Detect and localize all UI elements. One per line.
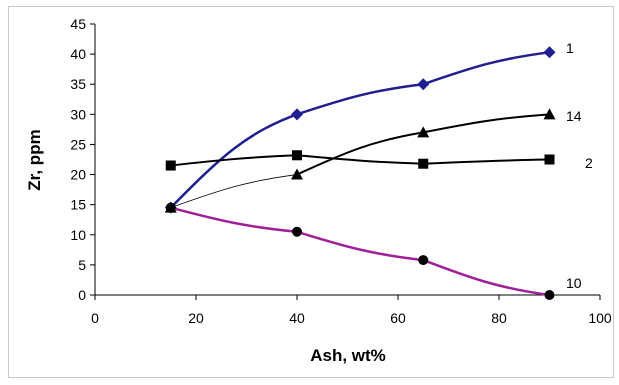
series-10-segment <box>296 230 424 262</box>
y-tick-label: 35 <box>70 76 86 92</box>
series-2-point <box>544 154 555 165</box>
x-ticks: 0 20 40 60 80 100 <box>91 295 612 326</box>
x-axis-title: Ash, wt% <box>310 346 386 365</box>
x-tick-label: 60 <box>390 310 406 326</box>
series-10-segment <box>170 206 298 234</box>
series-14-point <box>417 126 430 138</box>
y-tick-label: 0 <box>78 287 86 303</box>
axes <box>94 24 600 296</box>
series-10-point <box>165 202 176 213</box>
series-1-point <box>417 78 430 91</box>
series-2-segment <box>423 158 550 165</box>
x-tick-label: 80 <box>491 310 507 326</box>
series-14-segment <box>296 131 424 176</box>
series-1-point <box>291 108 303 121</box>
y-tick-label: 15 <box>70 197 86 213</box>
x-tick-label: 20 <box>188 310 204 326</box>
series-2-point <box>418 158 429 169</box>
series-14-segment <box>423 113 550 134</box>
series-2-segment <box>296 154 424 165</box>
series-10-point <box>544 290 555 300</box>
series-label-2: 2 <box>585 155 593 171</box>
y-tick-label: 20 <box>70 167 86 183</box>
y-axis-title: Zr, ppm <box>25 129 44 190</box>
series-label-1: 1 <box>566 40 574 56</box>
series-group <box>164 46 556 300</box>
series-2-point <box>292 150 302 161</box>
x-tick-label: 100 <box>588 310 612 326</box>
series-1-segment <box>296 82 424 116</box>
series-10-segment <box>422 258 550 297</box>
series-10-point <box>418 255 429 266</box>
series-2-segment <box>170 154 298 167</box>
series-1-segment <box>169 113 298 209</box>
series-1-segment <box>422 51 550 86</box>
chart-frame <box>8 6 614 378</box>
series-label-14: 14 <box>566 108 582 124</box>
y-tick-label: 40 <box>70 46 86 62</box>
y-tick-label: 5 <box>78 257 86 273</box>
x-tick-label: 0 <box>91 310 99 326</box>
y-ticks: 0 5 10 15 20 25 30 35 40 45 <box>70 16 95 303</box>
series-label-10: 10 <box>566 275 582 291</box>
series-10 <box>165 202 555 300</box>
series-2 <box>165 150 555 171</box>
series-2-point <box>165 160 176 171</box>
series-1 <box>164 46 556 214</box>
y-tick-label: 30 <box>70 106 86 122</box>
series-1-point <box>543 46 556 59</box>
y-tick-label: 10 <box>70 227 86 243</box>
x-tick-label: 40 <box>289 310 305 326</box>
y-tick-label: 45 <box>70 16 86 32</box>
series-14-point <box>543 108 556 120</box>
series-14-point <box>291 168 303 180</box>
series-14-segment <box>170 174 298 209</box>
series-14 <box>164 108 556 213</box>
series-10-point <box>292 226 302 237</box>
y-tick-label: 25 <box>70 136 86 152</box>
series-labels: 1 14 2 10 <box>566 40 593 291</box>
